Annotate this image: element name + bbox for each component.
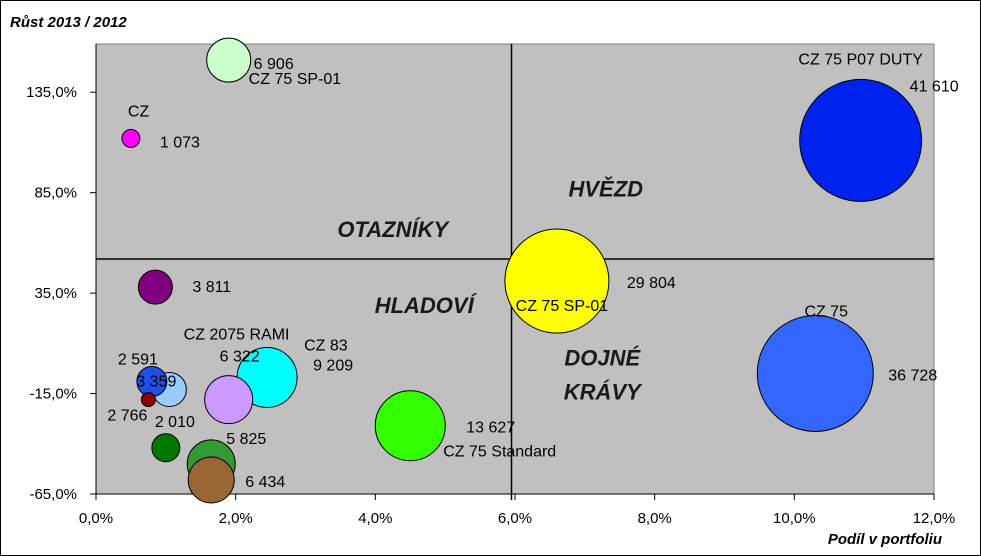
bubble-name-label: CZ: [128, 103, 150, 120]
y-tick-label: 35,0%: [34, 285, 77, 302]
bubble: [151, 433, 181, 463]
y-tick-label: 85,0%: [34, 185, 77, 202]
y-axis-title: Růst 2013 / 2012: [10, 14, 127, 31]
bubble-value-label: 2 591: [118, 352, 158, 369]
bubble: [140, 392, 156, 408]
quadrant-label: KRÁVY: [564, 380, 643, 405]
x-tick-label: 10,0%: [773, 510, 816, 527]
bubble-value-label: 13 627: [466, 420, 515, 437]
bubble-value-label: 6 322: [220, 349, 260, 366]
bubble: [504, 228, 610, 334]
bubble-value-label: 6 434: [245, 474, 285, 491]
bubble-name-label: CZ 75 SP-01: [516, 298, 609, 315]
bubble-value-label: 41 610: [910, 78, 959, 95]
bubble: [187, 456, 235, 504]
bubble: [206, 37, 252, 83]
bubble: [374, 390, 446, 462]
bubble-value-label: 3 811: [192, 279, 231, 296]
bubble-value-label: 2 766: [107, 408, 147, 425]
bubble-name-label: CZ 75: [804, 303, 848, 320]
bubble-value-label: 5 825: [226, 431, 266, 448]
quadrant-label: HLADOVÍ: [375, 293, 478, 318]
x-tick-label: 0,0%: [79, 510, 113, 527]
x-tick-label: 2,0%: [219, 510, 253, 527]
y-tick-label: 135,0%: [26, 84, 77, 101]
bubble-name-label: CZ 75 P07 DUTY: [798, 51, 923, 68]
bubble-name-label: CZ 2075 RAMI: [184, 327, 290, 344]
bubble: [756, 314, 874, 432]
bubble-value-label: 6 906: [254, 56, 294, 73]
bubble-value-label: 1 073: [160, 134, 200, 151]
x-tick-label: 8,0%: [638, 510, 672, 527]
bubble-value-label: 29 804: [627, 275, 676, 292]
quadrant-label: HVĚZD: [569, 177, 644, 202]
x-tick-label: 6,0%: [498, 510, 532, 527]
bubble-value-label: 36 728: [888, 367, 937, 384]
bubble-value-label: 9 209: [313, 357, 353, 374]
y-tick-label: -65,0%: [29, 486, 77, 503]
bubble-value-label: 2 010: [155, 414, 195, 431]
x-tick-label: 4,0%: [358, 510, 392, 527]
quadrant-label: OTAZNÍKY: [337, 217, 450, 242]
bubble: [204, 375, 254, 425]
bubble-name-label: CZ 83: [304, 337, 348, 354]
bubble: [799, 78, 923, 202]
bubble: [121, 128, 141, 148]
bubble: [137, 269, 173, 305]
bubble-name-label: CZ 75 SP-01: [249, 71, 342, 88]
y-tick-label: -15,0%: [29, 386, 77, 403]
bubble-value-label: 3 359: [136, 374, 176, 391]
quadrant-label: DOJNÉ: [564, 345, 641, 370]
x-tick-label: 12,0%: [913, 510, 956, 527]
x-axis-title: Podíl v portfoliu: [828, 531, 942, 548]
bubble-name-label: CZ 75 Standard: [443, 444, 556, 461]
